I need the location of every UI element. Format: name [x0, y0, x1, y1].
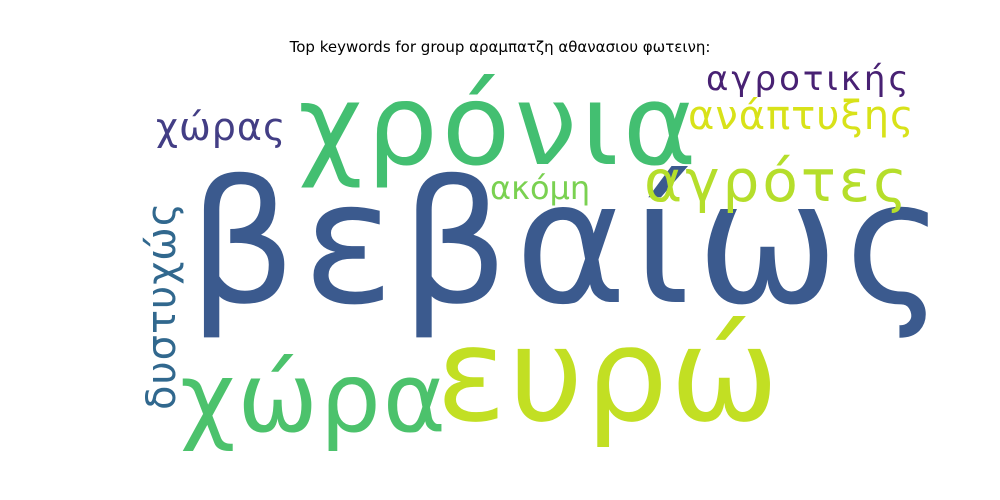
word-choras: χώρας [156, 105, 287, 149]
word-chronia: χρόνια [298, 61, 701, 191]
word-agrotes: αγρότες [644, 147, 911, 215]
word-cloud: βεβαίως χρόνια ευρώ χώρα αγρότες ανάπτυξ… [139, 61, 945, 451]
word-akomi: ακόμη [490, 169, 591, 207]
word-vevaios: βεβαίως [188, 145, 951, 343]
word-dystychos: δυστυχώς [139, 201, 185, 410]
figure-title: Top keywords for group αραμπατζη αθανασι… [289, 38, 711, 56]
word-chora: χώρα [180, 342, 449, 454]
word-agrotikis: αγροτικής [706, 59, 912, 99]
word-evro: ευρώ [436, 299, 781, 451]
word-anaptyxis: ανάπτυξης [688, 93, 915, 139]
